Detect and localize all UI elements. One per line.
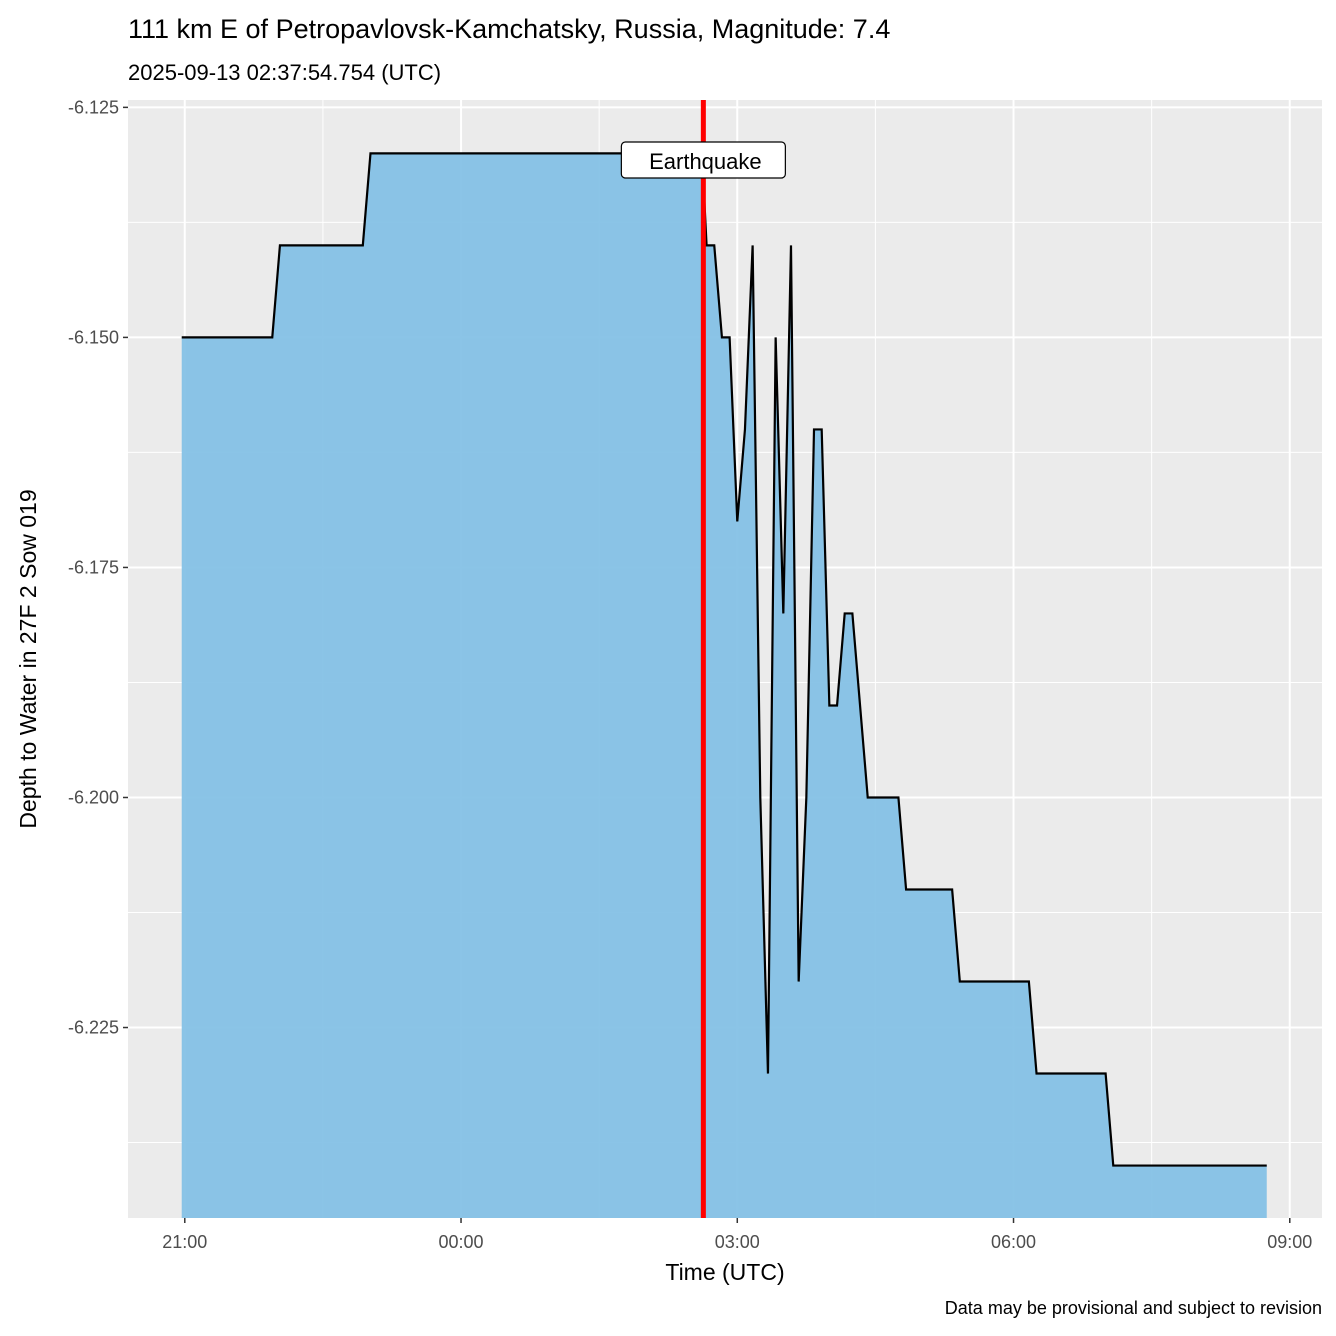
x-tick-label: 21:00: [162, 1232, 207, 1252]
y-tick-label: -6.125: [68, 97, 119, 117]
area-fill: [181, 153, 1267, 1219]
earthquake-label: Earthquake: [620, 141, 786, 179]
x-axis-label: Time (UTC): [665, 1259, 784, 1285]
y-axis-label: Depth to Water in 27F 2 Sow 019: [15, 489, 41, 828]
earthquake-label-box: [620, 141, 786, 179]
y-tick-label: -6.225: [68, 1018, 119, 1038]
y-tick-label: -6.150: [68, 327, 119, 347]
chart-caption: Data may be provisional and subject to r…: [944, 1298, 1322, 1318]
x-tick-label: 06:00: [991, 1232, 1036, 1252]
x-tick-label: 09:00: [1267, 1232, 1312, 1252]
chart-title: 111 km E of Petropavlovsk-Kamchatsky, Ru…: [128, 14, 891, 44]
y-tick-label: -6.200: [68, 787, 119, 807]
y-tick-label: -6.175: [68, 557, 119, 577]
x-tick-label: 03:00: [715, 1232, 760, 1252]
chart-subtitle: 2025-09-13 02:37:54.754 (UTC): [128, 60, 442, 85]
x-tick-label: 00:00: [439, 1232, 484, 1252]
earthquake-label-text: Earthquake: [649, 149, 762, 174]
